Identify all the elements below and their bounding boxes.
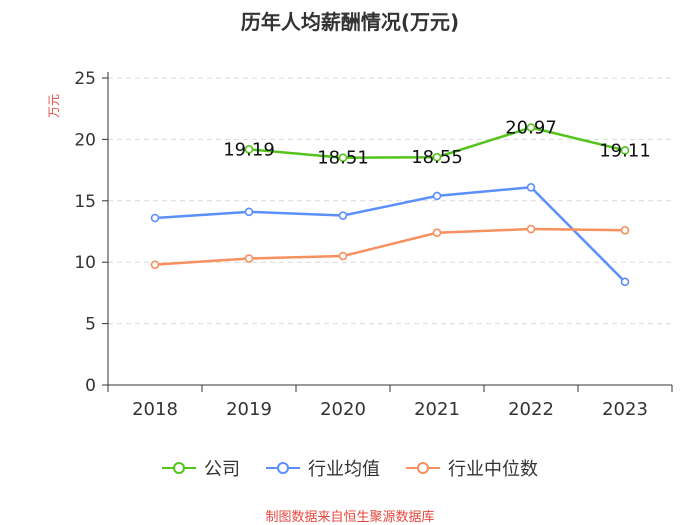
legend-marker-industry-average	[266, 462, 300, 474]
data-point-0	[338, 153, 348, 162]
y-tick-label: 5	[85, 315, 96, 335]
legend-item-industry-average[interactable]: 行业均值	[266, 455, 380, 481]
data-point-2	[526, 224, 536, 234]
data-point-1	[526, 182, 536, 192]
legend-label-industry-median: 行业中位数	[448, 459, 538, 480]
data-source: 制图数据来自恒生聚源数据库	[265, 510, 435, 525]
data-label: 19.19	[223, 139, 275, 160]
data-point-2	[244, 254, 254, 263]
data-point-2	[338, 251, 348, 261]
data-point-0	[244, 145, 254, 154]
data-point-1	[338, 211, 348, 220]
data-label: 18.51	[317, 148, 369, 169]
data-point-1	[620, 277, 630, 287]
line-chart: 0 5 10 15 20 25 万元 2018 2019 2020 2021 2022 2023 19.1…	[47, 69, 673, 420]
legend-label-industry-average: 行业均值	[308, 459, 380, 480]
data-label: 20.97	[505, 117, 557, 138]
legend-marker-company	[162, 462, 196, 474]
y-tick-label: 15	[74, 192, 96, 212]
y-axis-label: 万元	[47, 94, 61, 118]
data-point-1	[244, 207, 254, 217]
legend-label-company: 公司	[204, 459, 240, 480]
chart-title: 历年人均薪酬情况(万元)	[240, 10, 460, 34]
y-tick-label: 10	[74, 253, 96, 273]
data-label: 18.55	[411, 147, 463, 168]
y-tick-label: 0	[85, 376, 96, 396]
legend-item-industry-median[interactable]: 行业中位数	[406, 455, 538, 481]
legend-marker-industry-median	[406, 462, 440, 474]
series-line-2	[154, 227, 626, 266]
data-point-1	[150, 213, 160, 223]
legend: 公司 行业均值 行业中位数	[0, 455, 700, 481]
y-tick-label: 20	[74, 130, 96, 150]
data-point-1	[432, 191, 442, 201]
data-point-0	[526, 123, 536, 132]
series-line-1	[154, 186, 626, 283]
data-point-0	[432, 152, 442, 162]
x-tick-label: 2018	[132, 399, 178, 420]
legend-item-company[interactable]: 公司	[162, 455, 240, 481]
x-tick-label: 2022	[508, 399, 554, 420]
data-point-2	[150, 260, 160, 269]
x-tick-label: 2020	[320, 399, 366, 420]
data-point-0	[620, 146, 630, 155]
y-tick-label: 25	[74, 69, 96, 89]
data-label: 19.11	[599, 140, 651, 161]
x-tick-label: 2023	[602, 399, 648, 420]
x-tick-label: 2021	[414, 399, 460, 420]
data-point-2	[432, 228, 442, 238]
data-point-2	[620, 225, 630, 235]
x-tick-label: 2019	[226, 399, 272, 420]
